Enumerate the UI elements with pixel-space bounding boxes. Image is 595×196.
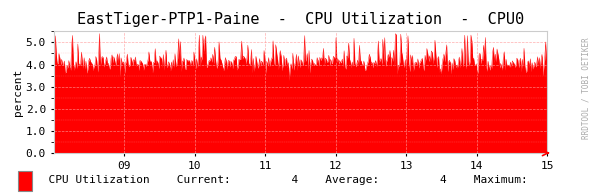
FancyBboxPatch shape [18, 171, 32, 191]
Text: CPU Utilization    Current:         4    Average:         4    Maximum:         : CPU Utilization Current: 4 Average: 4 Ma… [35, 175, 595, 185]
Text: RRDTOOL / TOBI OETIKER: RRDTOOL / TOBI OETIKER [581, 37, 591, 139]
Title: EastTiger-PTP1-Paine  -  CPU Utilization  -  CPU0: EastTiger-PTP1-Paine - CPU Utilization -… [77, 12, 524, 27]
Y-axis label: percent: percent [13, 68, 23, 116]
